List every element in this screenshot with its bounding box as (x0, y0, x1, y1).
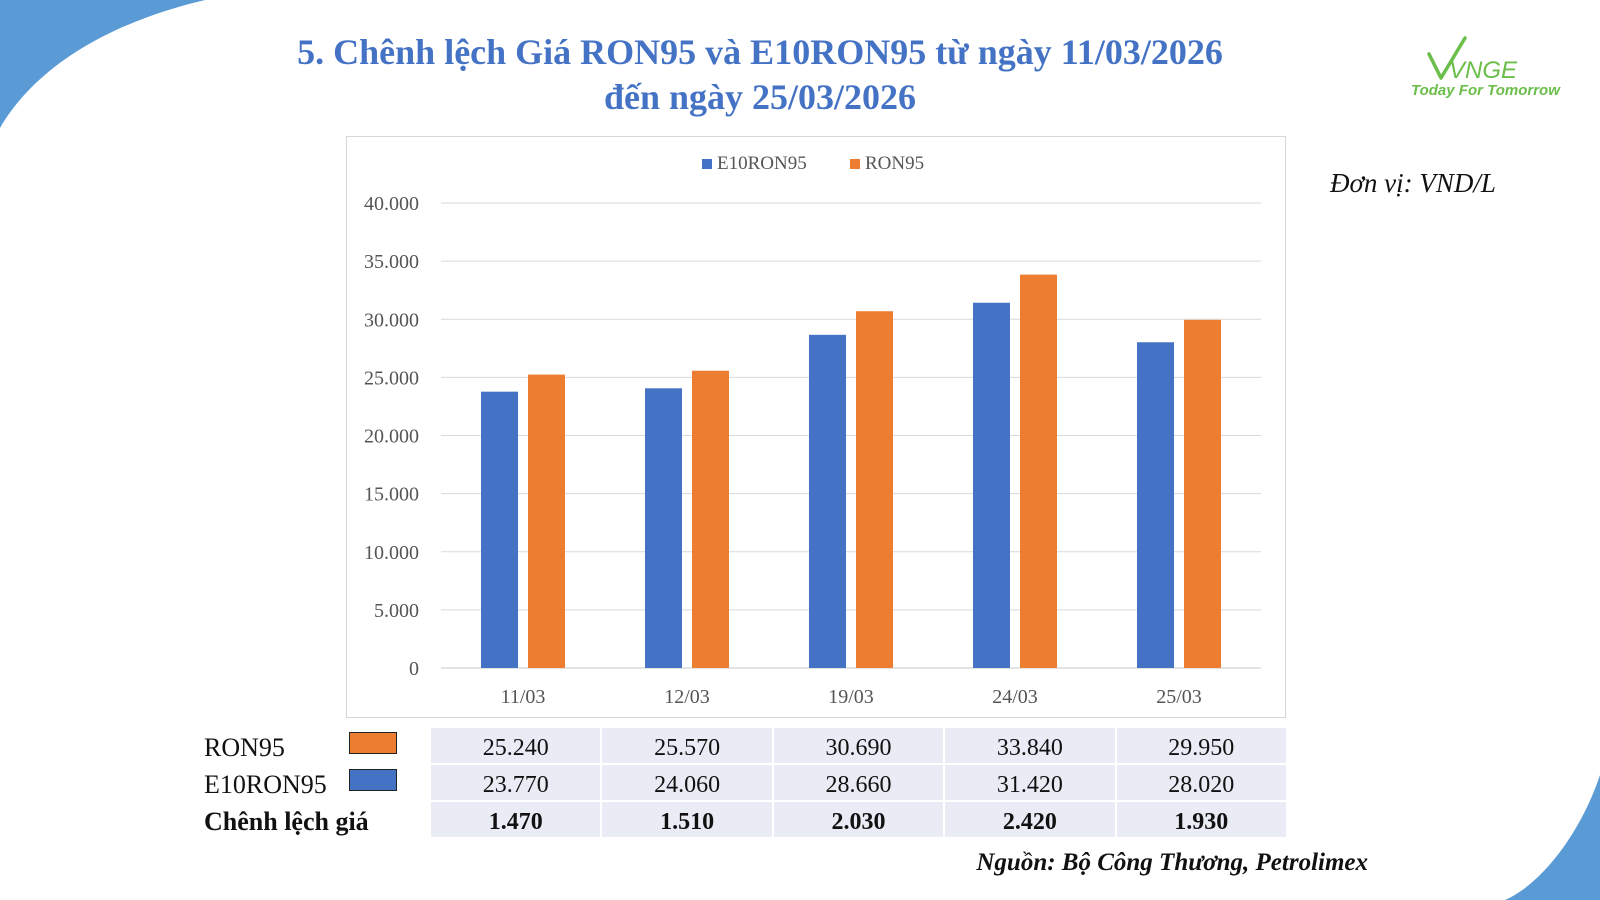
table-cell: 28.020 (1115, 764, 1289, 802)
legend-swatch-e10ron95 (702, 159, 712, 169)
legend-label: E10RON95 (717, 153, 807, 174)
bar-ron95-25-03 (1184, 319, 1221, 668)
table-row: Chênh lệch giá 1.470 1.510 2.030 2.420 1.930 (202, 801, 1289, 839)
bar-e10ron95-25-03 (1137, 342, 1174, 668)
bar-e10ron95-11-03 (481, 391, 518, 668)
x-tick-label: 19/03 (828, 686, 874, 708)
row-label: Chênh lệch giá (202, 801, 431, 839)
source-note: Nguồn: Bộ Công Thương, Petrolimex (976, 849, 1368, 876)
table-cell: 2.420 (944, 801, 1117, 839)
bar-chart: 0 5.000 10.000 15.000 20.000 25.000 30.000 35.0… (364, 153, 1261, 708)
y-tick-label: 10.000 (364, 542, 419, 564)
y-tick-label: 5.000 (374, 600, 419, 622)
legend-swatch (349, 769, 397, 791)
bar-e10ron95-19-03 (809, 334, 846, 668)
table-cell: 24.060 (601, 764, 774, 802)
y-tick-label: 35.000 (364, 251, 419, 273)
corner-decoration-top-left (0, 0, 205, 128)
table-cell: 28.660 (772, 764, 946, 802)
vnge-logo: VNGE (1427, 36, 1518, 84)
bar-e10ron95-12-03 (645, 388, 682, 668)
y-tick-label: 30.000 (364, 309, 419, 331)
unit-label: Đơn vị: VND/L (1330, 168, 1496, 198)
logo-v-mark (1427, 36, 1467, 80)
table-cell: 1.470 (430, 801, 603, 839)
legend-swatch (349, 732, 397, 754)
bar-ron95-12-03 (692, 370, 729, 668)
table-row: E10RON95 23.770 24.060 28.660 31.420 28.020 (202, 764, 1289, 802)
table-cell: 31.420 (944, 764, 1117, 802)
legend-label: RON95 (865, 153, 924, 174)
x-tick-label: 24/03 (992, 686, 1038, 708)
bar-ron95-11-03 (528, 374, 565, 668)
data-table: RON95 25.240 25.570 30.690 33.840 29.950 E10RO… (202, 728, 1289, 839)
legend-swatch-ron95 (850, 159, 860, 169)
table-row: RON95 25.240 25.570 30.690 33.840 29.950 (202, 728, 1289, 765)
table-cell: 25.240 (430, 728, 603, 765)
corner-decoration-bottom-right (1505, 775, 1600, 900)
x-tick-label: 25/03 (1156, 686, 1202, 708)
title-line-1: 5. Chênh lệch Giá RON95 và E10RON95 từ n… (297, 32, 1223, 72)
table-cell: 25.570 (601, 728, 774, 765)
title-line-2: đến ngày 25/03/2026 (603, 77, 917, 117)
bar-ron95-19-03 (856, 311, 893, 668)
table-cell: 30.690 (772, 728, 946, 765)
table-cell: 23.770 (430, 764, 603, 802)
table-cell: 33.840 (944, 728, 1117, 765)
y-tick-label: 15.000 (364, 484, 419, 506)
logo-mark-text: VNGE (1449, 57, 1518, 84)
y-tick-label: 25.000 (364, 367, 419, 389)
table-cell: 29.950 (1115, 728, 1289, 765)
row-label: E10RON95 (202, 764, 431, 802)
page-title: 5. Chênh lệch Giá RON95 và E10RON95 từ n… (230, 30, 1290, 120)
bar-e10ron95-24-03 (973, 302, 1010, 668)
y-tick-label: 0 (409, 658, 419, 680)
x-tick-label: 11/03 (501, 686, 546, 708)
y-tick-label: 20.000 (364, 426, 419, 448)
bar-ron95-24-03 (1020, 274, 1057, 668)
y-tick-label: 40.000 (364, 193, 419, 215)
row-label: RON95 (202, 728, 431, 765)
x-tick-label: 12/03 (664, 686, 710, 708)
table-cell: 2.030 (772, 801, 946, 839)
table-cell: 1.930 (1115, 801, 1289, 839)
logo-tagline: Today For Tomorrow (1411, 82, 1560, 99)
table-cell: 1.510 (601, 801, 774, 839)
